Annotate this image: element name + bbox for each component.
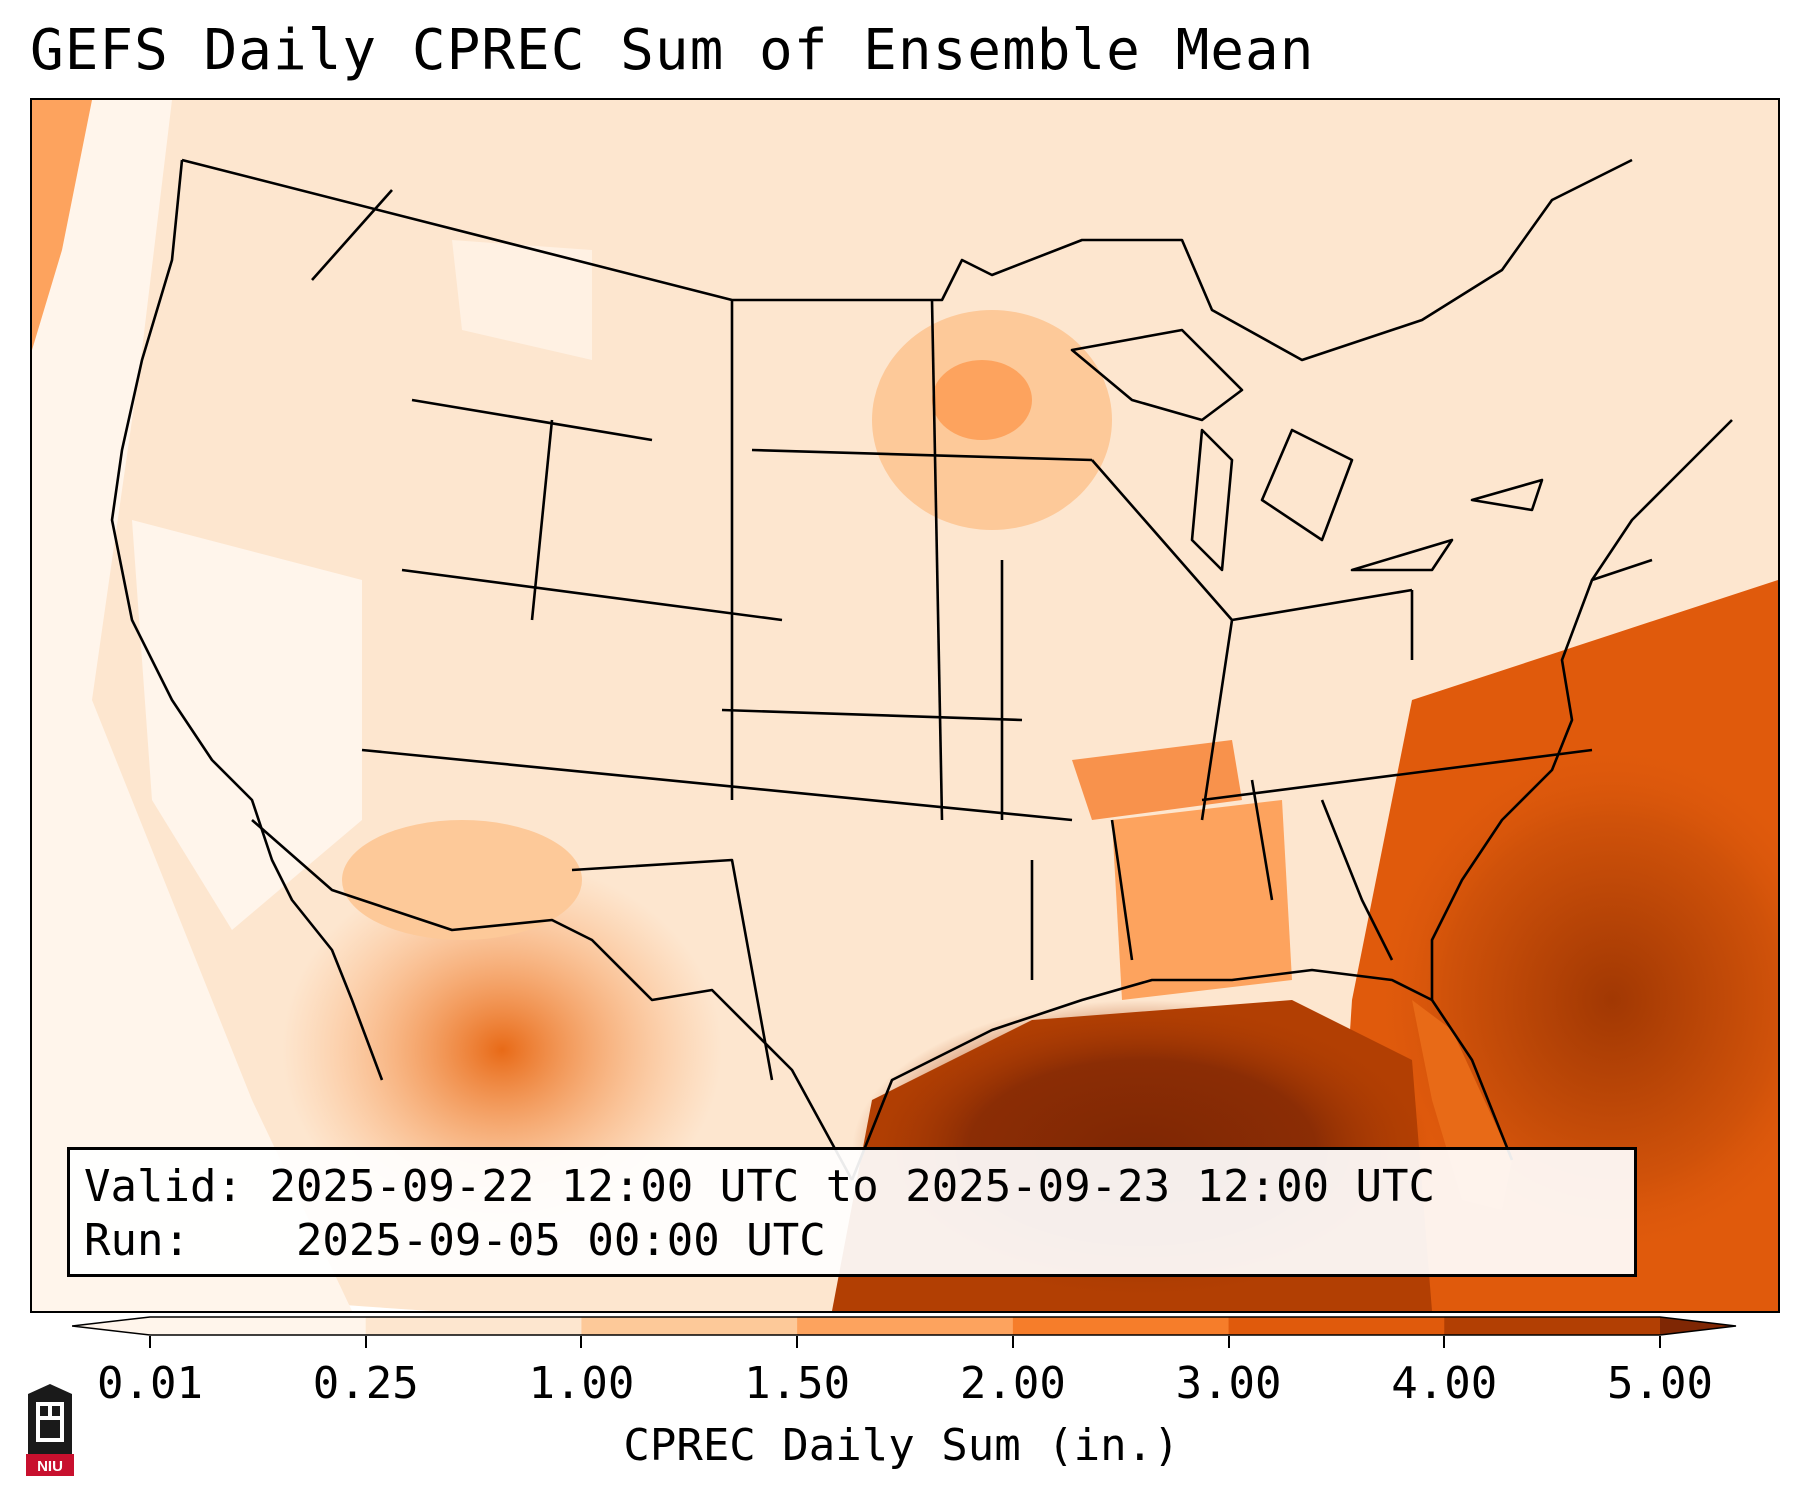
colorbar-tick-mark [796, 1336, 799, 1348]
colorbar-tick-mark [580, 1336, 583, 1348]
colorbar-tick-label: 5.00 [1607, 1358, 1713, 1409]
valid-value: 2025-09-22 12:00 UTC to 2025-09-23 12:00… [269, 1161, 1436, 1212]
validity-info-box: Valid: 2025-09-22 12:00 UTC to 2025-09-2… [67, 1147, 1637, 1277]
colorbar-extend-low [72, 1317, 150, 1335]
colorbar-tick-mark [1011, 1336, 1014, 1348]
colorbar-tick-label: 4.00 [1391, 1358, 1498, 1409]
niu-logo-icon: NIU [26, 1384, 74, 1476]
colorbar-tick-label: 3.00 [1175, 1358, 1282, 1409]
colorbar-tick-mark [1443, 1336, 1446, 1348]
colorbar-tick-mark [1227, 1336, 1230, 1348]
colorbar-tick-mark [149, 1336, 151, 1348]
logo-text: NIU [37, 1458, 63, 1475]
map-title: GEFS Daily CPREC Sum of Ensemble Mean [30, 18, 1315, 83]
valid-label: Valid: [84, 1161, 243, 1212]
run-label: Run: [84, 1215, 190, 1266]
colorbar-tick-label: 0.01 [97, 1358, 203, 1409]
colorbar-segment [150, 1317, 367, 1335]
colorbar-tick-label: 2.00 [959, 1358, 1066, 1409]
colorbar [72, 1316, 1737, 1336]
colorbar-segment [365, 1317, 582, 1335]
colorbar-segment [581, 1317, 798, 1335]
colorbar-extend-high [1660, 1317, 1736, 1335]
colorbar-segment [1012, 1317, 1230, 1335]
colorbar-segment [797, 1317, 1014, 1335]
colorbar-tick-label: 1.00 [528, 1358, 635, 1409]
colorbar-label: CPREC Daily Sum (in.) [623, 1420, 1180, 1471]
run-value: 2025-09-05 00:00 UTC [295, 1215, 826, 1266]
precipitation-map [30, 98, 1780, 1313]
colorbar-tick-label: 0.25 [312, 1358, 419, 1409]
colorbar-segment [1444, 1317, 1661, 1335]
colorbar-tick-mark [1659, 1336, 1661, 1348]
colorbar-tick-label: 1.50 [744, 1358, 851, 1409]
colorbar-segment [1228, 1317, 1445, 1335]
colorbar-tick-mark [364, 1336, 367, 1348]
